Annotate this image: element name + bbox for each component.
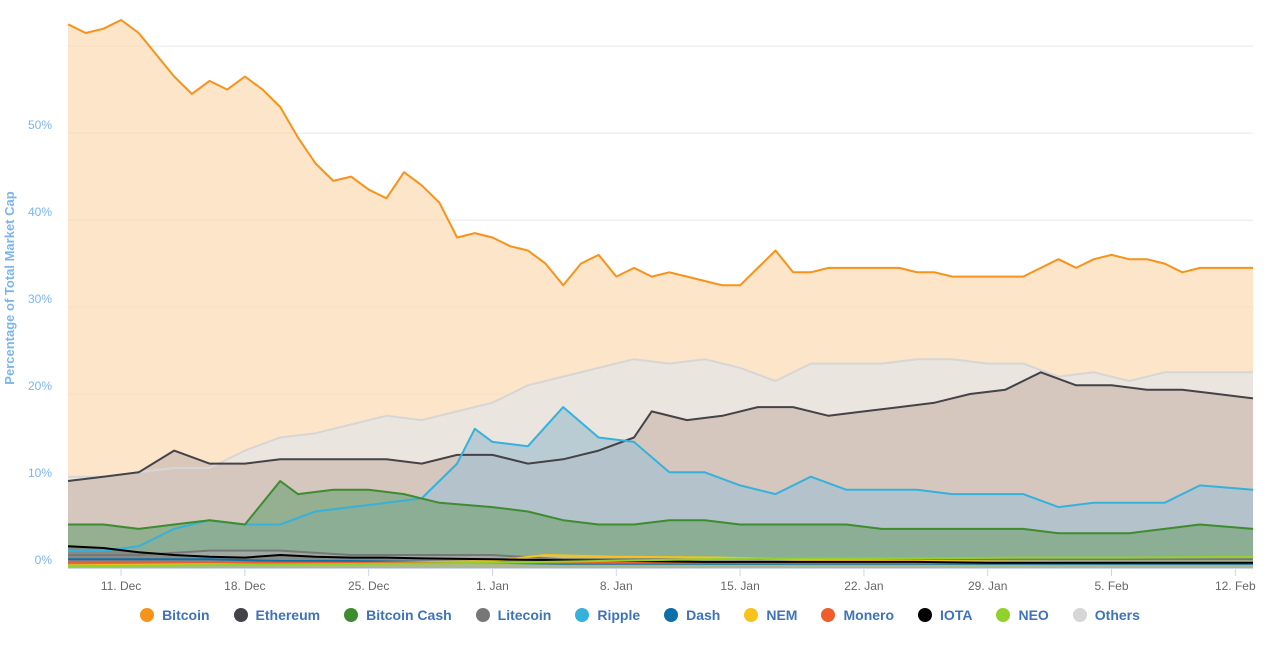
- legend-label: Ethereum: [255, 607, 321, 623]
- legend-label: Bitcoin: [162, 607, 210, 623]
- iota-line: [67, 545, 1253, 564]
- y-tick-label: 50%: [28, 118, 52, 132]
- legend: Bitcoin Ethereum Bitcoin Cash Litecoin Rippl…: [0, 600, 1280, 630]
- legend-label: Bitcoin Cash: [366, 607, 452, 623]
- axes: 0% 10% 20% 30% 40% 50% 11. Dec 18. Dec 25. Dec 1.…: [28, 118, 1256, 593]
- ethereum-line: [67, 371, 1254, 482]
- legend-marker: [1072, 608, 1087, 622]
- legend-marker: [996, 608, 1011, 622]
- legend-item-ripple[interactable]: Ripple: [575, 607, 640, 623]
- y-tick-label: 30%: [28, 292, 52, 306]
- legend-item-others[interactable]: Others: [1072, 607, 1140, 623]
- x-tick-label: 1. Jan: [476, 579, 509, 593]
- legend-label: NEO: [1018, 607, 1049, 623]
- y-axis-title: Percentage of Total Market Cap: [2, 191, 17, 384]
- x-tick-label: 25. Dec: [348, 579, 389, 593]
- legend-label: NEM: [766, 607, 798, 623]
- legend-label: Litecoin: [497, 607, 552, 623]
- legend-item-ethereum[interactable]: Ethereum: [233, 607, 321, 623]
- others-line: [68, 358, 1253, 478]
- y-tick-label: 10%: [28, 466, 52, 480]
- x-tick-label: 8. Jan: [600, 579, 633, 593]
- legend-label: Monero: [843, 607, 895, 623]
- x-tick-label: 5. Feb: [1094, 579, 1128, 593]
- legend-marker: [475, 608, 490, 622]
- legend-marker: [744, 608, 759, 622]
- ripple-line: [68, 406, 1254, 552]
- legend-label: Ripple: [597, 607, 641, 623]
- legend-label: Dash: [686, 607, 721, 623]
- bitcoin-cash-line: [68, 480, 1254, 535]
- neo-line: [67, 555, 1254, 568]
- legend-item-monero[interactable]: Monero: [821, 607, 894, 623]
- x-tick-label: 18. Dec: [224, 579, 265, 593]
- legend-item-iota[interactable]: IOTA: [918, 607, 972, 623]
- bitcoin-cash-area: [68, 481, 1253, 568]
- x-tick-label: 12. Feb: [1215, 579, 1256, 593]
- legend-item-bitcoin-cash[interactable]: Bitcoin Cash: [344, 607, 452, 623]
- legend-marker: [664, 608, 679, 622]
- legend-item-bitcoin[interactable]: Bitcoin: [140, 607, 210, 623]
- legend-marker: [918, 608, 933, 622]
- x-tick-label: 11. Dec: [101, 579, 141, 593]
- x-tick-label: 15. Jan: [720, 579, 759, 593]
- legend-label: IOTA: [940, 607, 973, 623]
- legend-item-nem[interactable]: NEM: [744, 607, 797, 623]
- legend-marker: [233, 608, 248, 622]
- y-tick-label: 0%: [35, 553, 53, 567]
- series-lines: [67, 19, 1254, 568]
- x-tick-label: 29. Jan: [968, 579, 1007, 593]
- bitcoin-line: [67, 19, 1253, 287]
- legend-item-dash[interactable]: Dash: [664, 607, 720, 623]
- legend-marker: [575, 608, 590, 622]
- y-tick-label: 20%: [28, 379, 52, 393]
- y-tick-label: 40%: [28, 205, 52, 219]
- legend-marker: [821, 608, 836, 622]
- x-tick-label: 22. Jan: [844, 579, 883, 593]
- series-areas: [68, 20, 1253, 568]
- legend-marker: [140, 608, 155, 622]
- legend-label: Others: [1094, 607, 1140, 623]
- chart-canvas: 0% 10% 20% 30% 40% 50% 11. Dec 18. Dec 25. Dec 1.…: [2, 19, 1256, 593]
- legend-item-litecoin[interactable]: Litecoin: [475, 607, 552, 623]
- legend-marker: [344, 608, 359, 622]
- legend-item-neo[interactable]: NEO: [996, 607, 1049, 623]
